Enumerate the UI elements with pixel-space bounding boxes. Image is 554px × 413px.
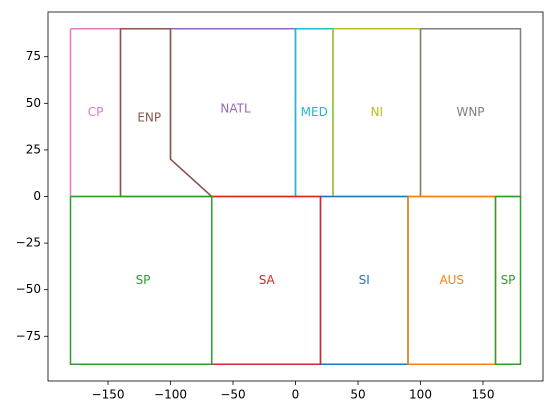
y-tick-label: 25 — [26, 142, 41, 156]
basin-label: CP — [88, 105, 104, 119]
plot-frame — [47, 11, 544, 382]
basin-outline — [494, 195, 522, 365]
basin-label: NI — [370, 105, 383, 119]
basin-label: SP — [136, 273, 151, 287]
x-tick-label: −150 — [92, 388, 125, 402]
y-tick-label: 75 — [26, 49, 41, 63]
x-tick-label: −100 — [154, 388, 187, 402]
basin-label: SI — [359, 273, 370, 287]
x-tick-label: −50 — [220, 388, 245, 402]
x-tick-label: 50 — [350, 388, 365, 402]
basin-label: NATL — [220, 101, 251, 115]
basin-outline — [119, 28, 214, 198]
y-tick-label: 0 — [33, 189, 41, 203]
basin-label: SA — [259, 273, 276, 287]
y-tick-label: −75 — [16, 329, 41, 343]
x-tick-label: 150 — [472, 388, 495, 402]
basin-label: ENP — [137, 111, 161, 125]
basin-label: AUS — [439, 273, 464, 287]
basin-label: SP — [501, 273, 516, 287]
y-tick-label: −25 — [16, 236, 41, 250]
basin-label: MED — [301, 105, 328, 119]
x-tick-label: 100 — [409, 388, 432, 402]
y-tick-label: 50 — [26, 96, 41, 110]
basin-label: WNP — [456, 105, 484, 119]
basin-outline — [69, 195, 213, 365]
x-tick-label: 0 — [292, 388, 300, 402]
y-tick-label: −50 — [16, 282, 41, 296]
